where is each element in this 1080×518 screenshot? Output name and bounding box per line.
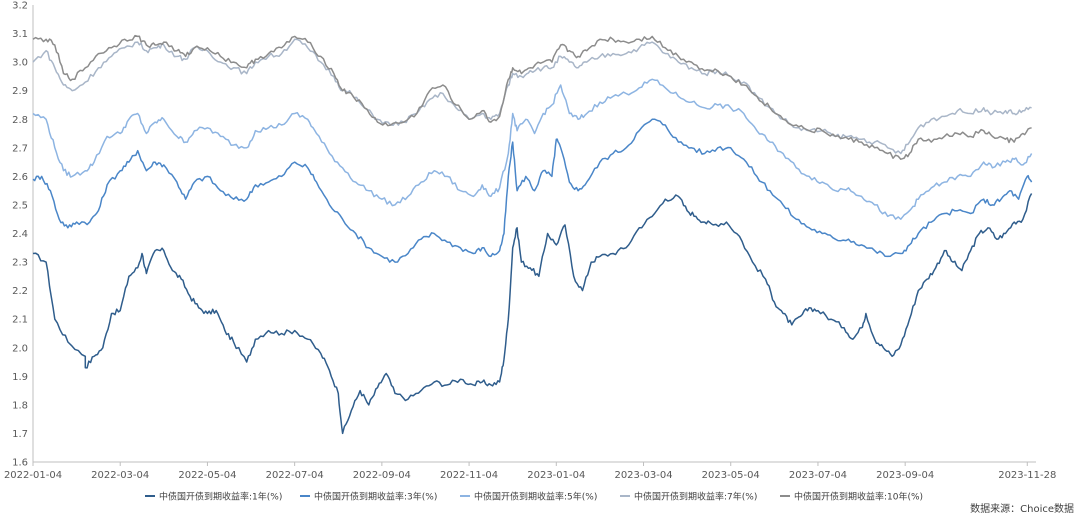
y-tick-label: 2.9	[12, 86, 28, 97]
x-tick-label: 2023-01-04	[527, 470, 585, 481]
x-tick-label: 2023-09-04	[876, 470, 934, 481]
x-tick-label: 2023-05-04	[702, 470, 760, 481]
y-tick-label: 2.5	[12, 200, 28, 211]
y-tick-label: 1.9	[12, 372, 28, 383]
y-tick-label: 2.2	[12, 286, 28, 297]
y-tick-label: 3.1	[12, 29, 28, 40]
legend-label: 中债国开债到期收益率:7年(%)	[634, 491, 757, 503]
x-tick-label: 2023-07-04	[789, 470, 847, 481]
x-tick-label: 2023-03-04	[614, 470, 672, 481]
legend: 中债国开债到期收益率:1年(%) 中债国开债到期收益率:3年(%) 中债国开债到期收…	[145, 491, 923, 503]
y-tick-label: 2.4	[12, 229, 28, 240]
y-tick-label: 2.1	[12, 315, 28, 326]
legend-label: 中债国开债到期收益率:3年(%)	[314, 491, 437, 503]
source-note: 数据来源：Choice数据	[970, 504, 1074, 515]
y-tick-label: 3.0	[12, 58, 28, 69]
x-tick-label: 2022-01-04	[4, 470, 62, 481]
axes	[32, 5, 1036, 466]
x-tick-label: 2022-07-04	[266, 470, 324, 481]
series-line	[32, 34, 1032, 160]
y-tick-label: 2.7	[12, 143, 28, 154]
y-tick-label: 2.0	[12, 343, 28, 354]
legend-label: 中债国开债到期收益率:1年(%)	[159, 491, 282, 503]
series-lines	[32, 34, 1033, 435]
x-tick-label: 2023-11-28	[998, 470, 1056, 481]
x-axis-tick-labels: 2022-01-04 2022-03-04 2022-05-04 2022-07-04…	[4, 470, 1056, 481]
y-tick-label: 2.8	[12, 115, 28, 126]
y-tick-label: 2.6	[12, 172, 28, 183]
y-tick-label: 1.7	[12, 429, 28, 440]
x-tick-label: 2022-11-04	[440, 470, 498, 481]
y-axis-tick-labels: 1.6 1.7 1.8 1.9 2.0 2.1 2.2 2.3 2.4 2.5 2.6 2.7 2.8 2…	[12, 1, 28, 469]
x-tick-label: 2022-05-04	[178, 470, 236, 481]
y-tick-label: 1.8	[12, 400, 28, 411]
x-tick-label: 2022-03-04	[91, 470, 149, 481]
y-tick-label: 2.3	[12, 258, 28, 269]
series-line	[32, 193, 1033, 435]
y-tick-label: 1.6	[12, 458, 28, 469]
legend-label: 中债国开债到期收益率:10年(%)	[794, 491, 923, 503]
series-line	[32, 38, 1032, 155]
legend-label: 中债国开债到期收益率:5年(%)	[474, 491, 597, 503]
series-line	[32, 78, 1033, 220]
x-tick-label: 2022-09-04	[353, 470, 411, 481]
y-tick-label: 3.2	[12, 1, 28, 12]
series-line	[32, 118, 1033, 263]
